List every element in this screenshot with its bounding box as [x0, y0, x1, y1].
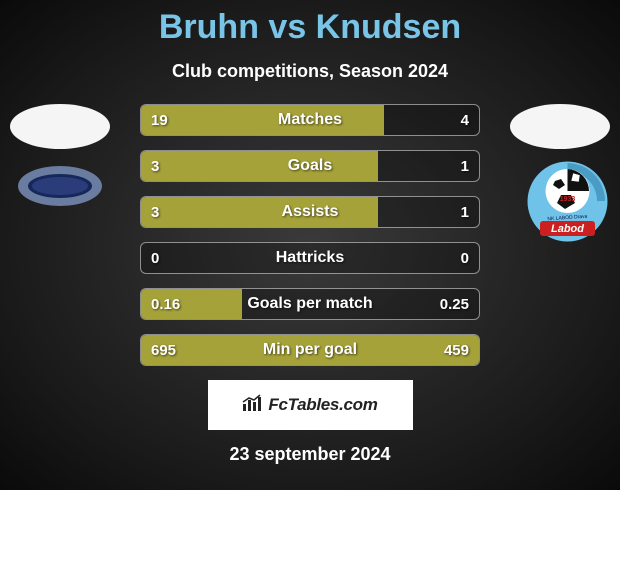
stat-label: Goals	[141, 151, 479, 181]
club-badge-left	[15, 159, 105, 214]
stat-label: Hattricks	[141, 243, 479, 273]
footer-brand-box: FcTables.com	[208, 380, 413, 430]
chart-icon	[242, 394, 264, 417]
stat-bars: 194Matches 31Goals 31Assists 00Hattricks 0.1…	[140, 104, 480, 380]
content-area: 1933 Labod NK LABOD Drava 194Matches 31Go…	[0, 104, 620, 374]
stat-label: Matches	[141, 105, 479, 135]
club-badge-right: 1933 Labod NK LABOD Drava	[525, 159, 610, 244]
footer-date: 23 september 2024	[0, 444, 620, 465]
avatar-left	[10, 104, 110, 149]
stat-label: Min per goal	[141, 335, 479, 365]
stat-row: 31Assists	[140, 196, 480, 228]
svg-text:1933: 1933	[560, 196, 576, 203]
svg-text:Labod: Labod	[551, 223, 584, 235]
stat-label: Goals per match	[141, 289, 479, 319]
avatar-right	[510, 104, 610, 149]
footer-brand-text: FcTables.com	[268, 395, 377, 415]
comparison-card: Bruhn vs Knudsen Club competitions, Seas…	[0, 0, 620, 490]
stat-label: Assists	[141, 197, 479, 227]
stat-row: 00Hattricks	[140, 242, 480, 274]
page-subtitle: Club competitions, Season 2024	[0, 61, 620, 82]
stat-row: 0.160.25Goals per match	[140, 288, 480, 320]
stat-row: 31Goals	[140, 150, 480, 182]
stat-row: 194Matches	[140, 104, 480, 136]
stat-row: 695459Min per goal	[140, 334, 480, 366]
page-title: Bruhn vs Knudsen	[0, 8, 620, 47]
